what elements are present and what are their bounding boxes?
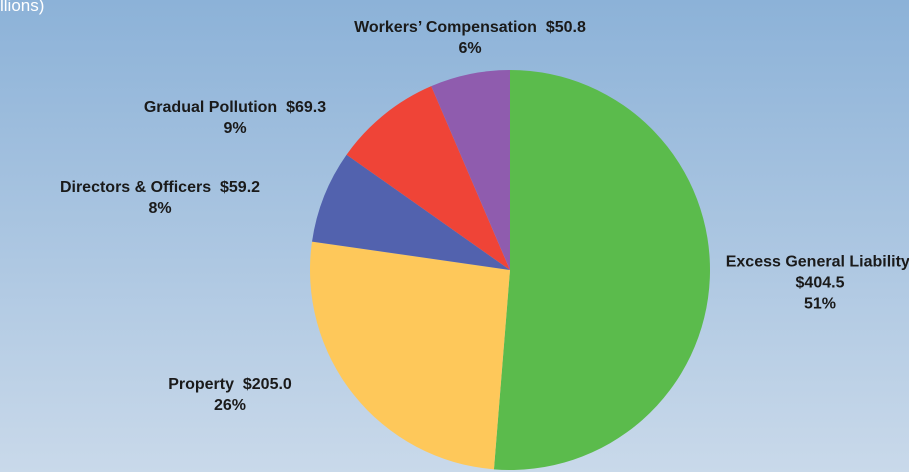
pie-slice <box>310 241 510 470</box>
percent-label: 26% <box>213 397 247 414</box>
pie-slice <box>493 70 710 470</box>
category-name: Property <box>168 376 234 393</box>
value-label: $205.0 <box>242 376 292 393</box>
percent-label: 51% <box>803 295 837 313</box>
percent-label: 8% <box>148 200 172 217</box>
value-label: $404.5 <box>795 274 845 292</box>
slice-label: Excess General Liability $404.5 51% <box>725 252 909 315</box>
percent-label: 9% <box>223 120 247 137</box>
slice-label: Gradual Pollution $69.3 9% <box>105 97 365 139</box>
value-label: $69.3 <box>286 99 327 116</box>
pie-slice <box>312 154 510 270</box>
slice-label: Directors & Officers $59.2 8% <box>30 177 290 219</box>
slice-label: Property $205.0 26% <box>100 374 360 416</box>
category-name: Workers’ Compensation <box>354 19 537 36</box>
subtitle: llions) <box>0 0 45 15</box>
slice-label: Workers’ Compensation $50.8 6% <box>320 17 620 59</box>
category-name: Directors & Officers <box>59 179 212 196</box>
pie-slice <box>346 86 510 271</box>
value-label: $59.2 <box>220 179 261 196</box>
category-name: Gradual Pollution <box>143 99 278 116</box>
value-label: $50.8 <box>545 19 586 36</box>
pie-slice <box>431 70 510 270</box>
category-name: Excess General Liability <box>725 253 909 271</box>
percent-label: 6% <box>458 40 482 57</box>
